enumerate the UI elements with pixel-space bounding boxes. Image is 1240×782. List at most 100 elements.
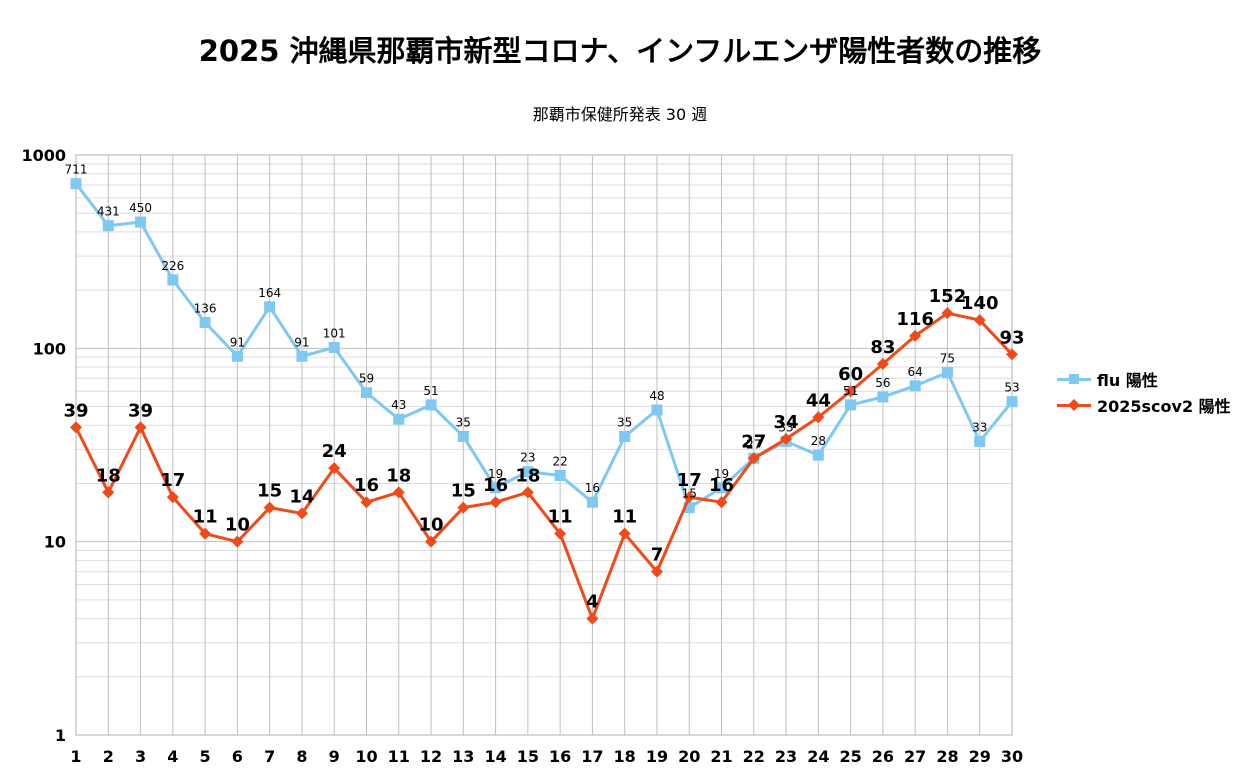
data-point-flu — [845, 399, 857, 411]
data-point-flu — [360, 387, 372, 399]
data-point-flu — [974, 435, 986, 447]
x-tick-label: 19 — [646, 747, 668, 766]
data-point-flu — [586, 496, 598, 508]
data-label-scov2: 14 — [289, 486, 314, 507]
data-label-flu: 15 — [682, 487, 697, 501]
data-point-scov2 — [876, 357, 889, 370]
x-tick-label: 2 — [103, 747, 114, 766]
data-point-scov2 — [134, 421, 147, 434]
data-label-flu: 75 — [940, 351, 955, 365]
data-point-flu — [683, 502, 695, 514]
data-label-scov2: 16 — [709, 475, 734, 496]
data-label-flu: 53 — [1004, 381, 1019, 395]
data-point-scov2 — [360, 496, 373, 509]
data-point-flu — [716, 482, 728, 494]
data-point-scov2 — [683, 491, 696, 504]
data-label-scov2: 116 — [896, 309, 934, 330]
data-point-flu — [70, 178, 82, 190]
data-label-flu: 91 — [230, 335, 245, 349]
data-label-scov2: 39 — [63, 400, 88, 421]
data-point-flu — [877, 391, 889, 403]
data-point-flu — [425, 399, 437, 411]
plot-border — [75, 154, 1013, 736]
x-tick-label: 4 — [167, 747, 178, 766]
x-tick-label: 25 — [839, 747, 861, 766]
data-label-scov2: 83 — [870, 337, 895, 358]
data-point-flu — [199, 317, 211, 329]
data-point-scov2 — [554, 527, 567, 540]
data-point-flu — [393, 413, 405, 425]
data-label-flu: 59 — [359, 372, 374, 386]
data-label-flu: 101 — [323, 326, 346, 340]
data-label-flu: 35 — [456, 415, 471, 429]
data-label-scov2: 34 — [774, 412, 799, 433]
data-label-flu: 33 — [972, 420, 987, 434]
data-label-flu: 16 — [585, 481, 600, 495]
data-point-flu — [812, 449, 824, 461]
data-label-scov2: 17 — [677, 470, 702, 491]
data-label-scov2: 93 — [999, 327, 1024, 348]
data-point-scov2 — [941, 307, 954, 320]
data-point-scov2 — [231, 535, 244, 548]
data-point-flu — [264, 301, 276, 313]
data-point-scov2 — [263, 501, 276, 514]
chart-subtitle: 那覇市保健所発表 30 週 — [532, 105, 708, 124]
data-label-flu: 43 — [391, 398, 406, 412]
data-point-scov2 — [973, 314, 986, 327]
data-label-scov2: 15 — [451, 481, 476, 502]
data-point-flu — [328, 341, 340, 353]
data-point-scov2 — [102, 486, 115, 499]
data-point-scov2 — [909, 329, 922, 342]
y-tick-label: 100 — [33, 339, 66, 358]
data-point-scov2 — [650, 565, 663, 578]
data-label-flu: 711 — [65, 163, 88, 177]
data-label-flu: 136 — [194, 302, 217, 316]
data-label-flu: 35 — [617, 415, 632, 429]
legend-label-scov2: 2025scov2 陽性 — [1097, 397, 1231, 416]
legend-item-flu: flu 陽性 — [1057, 366, 1231, 392]
data-point-flu — [231, 350, 243, 362]
data-label-flu: 51 — [423, 384, 438, 398]
legend: flu 陽性 2025scov2 陽性 — [1057, 366, 1231, 418]
data-point-scov2 — [489, 496, 502, 509]
data-label-scov2: 39 — [128, 400, 153, 421]
x-tick-label: 17 — [581, 747, 603, 766]
data-point-scov2 — [715, 496, 728, 509]
x-tick-label: 16 — [549, 747, 571, 766]
data-label-scov2: 10 — [419, 515, 444, 536]
data-point-scov2 — [392, 486, 405, 499]
x-tick-label: 21 — [710, 747, 732, 766]
x-tick-label: 28 — [936, 747, 958, 766]
data-label-flu: 22 — [552, 454, 567, 468]
data-point-scov2 — [328, 462, 341, 475]
data-label-scov2: 11 — [612, 507, 637, 528]
y-tick-label: 1 — [55, 726, 66, 745]
y-tick-label: 10 — [44, 533, 66, 552]
x-tick-label: 6 — [232, 747, 243, 766]
data-label-flu: 56 — [875, 376, 890, 390]
chart-title: 2025 沖縄県那覇市新型コロナ、インフルエンザ陽性者数の推移 — [198, 34, 1042, 68]
data-label-flu: 431 — [97, 205, 120, 219]
data-label-scov2: 16 — [354, 475, 379, 496]
data-point-flu — [941, 366, 953, 378]
data-point-scov2 — [166, 491, 179, 504]
data-label-scov2: 17 — [160, 470, 185, 491]
data-label-scov2: 11 — [193, 507, 218, 528]
data-label-flu: 23 — [520, 451, 535, 465]
x-tick-label: 1 — [70, 747, 81, 766]
data-label-scov2: 15 — [257, 481, 282, 502]
data-label-scov2: 10 — [225, 515, 250, 536]
data-point-flu — [457, 430, 469, 442]
data-label-scov2: 4 — [586, 592, 599, 613]
x-tick-label: 11 — [388, 747, 410, 766]
data-point-scov2 — [618, 527, 631, 540]
data-point-flu — [167, 274, 179, 286]
data-point-flu — [1006, 396, 1018, 408]
x-tick-label: 18 — [614, 747, 636, 766]
data-point-flu — [554, 469, 566, 481]
x-tick-label: 7 — [264, 747, 275, 766]
data-label-scov2: 140 — [961, 293, 999, 314]
data-label-scov2: 24 — [322, 441, 347, 462]
data-label-flu: 51 — [843, 384, 858, 398]
